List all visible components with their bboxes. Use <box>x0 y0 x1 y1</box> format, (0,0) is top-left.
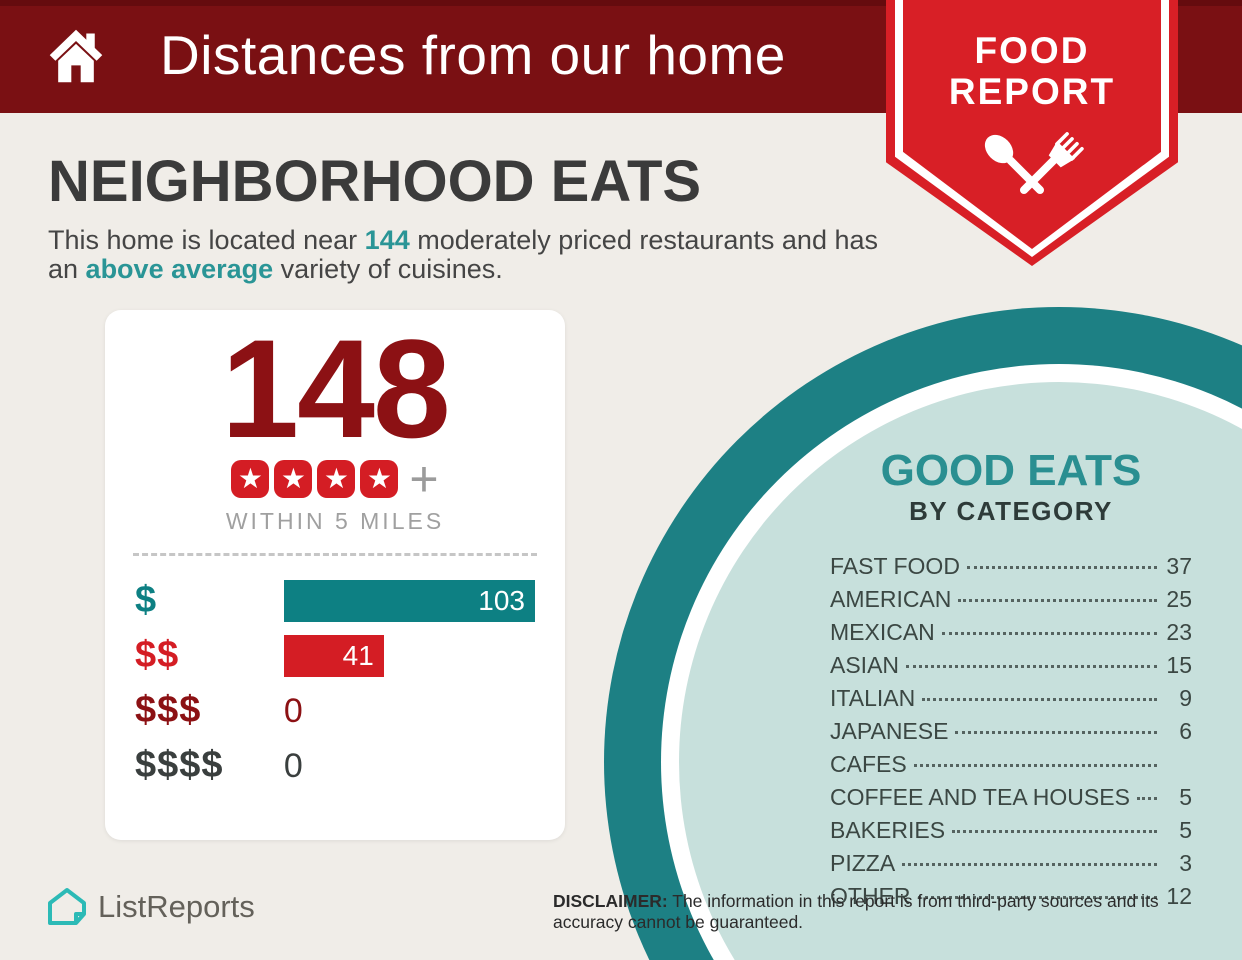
restaurant-count: 144 <box>364 225 410 255</box>
category-row: ASIAN 15 <box>830 652 1192 685</box>
total-restaurants-value: 148 <box>221 310 451 467</box>
bar-fill: 103 <box>283 579 535 622</box>
price-level-row: $$$$ 0 <box>135 738 535 793</box>
home-icon <box>49 29 103 83</box>
badge-line-food: FOOD <box>974 30 1090 71</box>
dotted-leader <box>955 731 1157 734</box>
dotted-leader <box>941 632 1157 635</box>
bar-value: 103 <box>478 584 525 616</box>
category-value: 12 <box>1166 883 1192 909</box>
good-eats-panel: GOOD EATS BY CATEGORY FAST FOOD 37 AMERICA… <box>830 448 1192 916</box>
bar-value: 41 <box>342 639 374 671</box>
price-level-label: $$$$ <box>135 744 224 786</box>
category-label: AMERICAN <box>830 586 952 612</box>
bar-value: 0 <box>283 691 303 730</box>
price-level-label: $ <box>135 579 158 621</box>
category-value: 25 <box>1166 586 1192 612</box>
dotted-leader <box>917 896 1157 899</box>
category-value: 15 <box>1166 652 1192 678</box>
bar-track: 0 <box>284 690 535 732</box>
category-row: BAKERIES 5 <box>830 817 1192 850</box>
category-value: 5 <box>1179 784 1192 810</box>
disclaimer-label: DISCLAIMER: <box>553 891 668 911</box>
category-label: PIZZA <box>830 850 896 876</box>
badge-line-report: REPORT <box>948 71 1116 112</box>
category-list: FAST FOOD 37 AMERICAN 25 MEXICAN 23 ASIAN 15 ITA… <box>830 553 1192 916</box>
price-level-label: $$ <box>135 634 180 676</box>
dotted-leader <box>906 665 1157 668</box>
variety-highlight: above average <box>85 254 274 284</box>
bar-track: 0 <box>284 745 535 787</box>
dotted-leader <box>902 863 1157 866</box>
price-level-row: $$ 41 <box>135 628 535 683</box>
category-label: ITALIAN <box>830 685 916 711</box>
good-eats-subtitle: BY CATEGORY <box>909 496 1113 526</box>
category-label: COFFEE AND TEA HOUSES <box>830 784 1130 810</box>
price-level-label: $$$ <box>135 689 202 731</box>
category-value: 3 <box>1179 850 1192 876</box>
category-label: CAFES <box>830 751 907 777</box>
price-level-row: $$$ 0 <box>135 683 535 738</box>
bar-track: 41 <box>283 634 535 677</box>
category-label: JAPANESE <box>830 718 949 744</box>
dotted-leader <box>952 830 1157 833</box>
category-label: OTHER <box>830 883 911 909</box>
price-level-row: $103 <box>135 573 535 628</box>
listreports-house-icon <box>48 888 86 925</box>
star-icon: ★ <box>317 460 356 498</box>
dotted-leader <box>958 599 1157 602</box>
good-eats-title: GOOD EATS <box>880 446 1142 495</box>
dotted-leader <box>922 698 1157 701</box>
category-value: 9 <box>1179 685 1192 711</box>
food-report-badge: FOOD REPORT <box>886 0 1178 266</box>
category-row: OTHER 12 <box>830 883 1192 916</box>
section-title: NEIGHBORHOOD EATS <box>48 149 702 214</box>
restaurant-stats-card: 148 ★ ★ ★ ★ + WITHIN 5 MILES $103 $$ 41 $$$ 0 $$… <box>105 310 565 840</box>
category-row: CAFES <box>830 751 1192 784</box>
dashed-divider <box>133 553 537 556</box>
category-label: MEXICAN <box>830 619 935 645</box>
bar-value: 0 <box>283 746 303 785</box>
star-icon: ★ <box>274 460 313 498</box>
within-miles-label: WITHIN 5 MILES <box>225 508 445 534</box>
category-value: 37 <box>1166 553 1192 579</box>
category-row: PIZZA 3 <box>830 850 1192 883</box>
category-value: 23 <box>1166 619 1192 645</box>
star-icon: ★ <box>360 460 399 498</box>
category-row: MEXICAN 23 <box>830 619 1192 652</box>
category-row: FAST FOOD 37 <box>830 553 1192 586</box>
intro-part2: moderately priced restaurants and has an <box>48 225 878 284</box>
bar-track: 103 <box>283 579 535 622</box>
intro-part1: This home is located near <box>48 225 365 255</box>
listreports-logo: ListReports <box>46 886 255 928</box>
price-level-chart: $103 $$ 41 $$$ 0 $$$$ 0 <box>105 573 565 793</box>
page-title: Distances from our home <box>160 24 786 86</box>
category-label: BAKERIES <box>830 817 946 843</box>
dotted-leader <box>966 566 1157 569</box>
category-value: 6 <box>1179 718 1192 744</box>
bar-fill: 41 <box>283 634 384 677</box>
disclaimer-body: The information in this report is from t… <box>553 891 1159 932</box>
category-row: AMERICAN 25 <box>830 586 1192 619</box>
dotted-leader <box>1136 797 1157 800</box>
plus-icon: + <box>409 451 439 507</box>
spoon-fork-icon <box>984 132 1084 195</box>
intro-text: This home is located near 144 moderately… <box>48 226 878 284</box>
disclaimer-text: DISCLAIMER: The information in this repo… <box>553 891 1201 933</box>
category-value: 5 <box>1179 817 1192 843</box>
star-icon: ★ <box>231 460 270 498</box>
brand-name: ListReports <box>98 889 255 924</box>
rating-row: ★ ★ ★ ★ + <box>105 451 565 507</box>
dotted-leader <box>913 764 1157 767</box>
intro-part3: variety of cuisines. <box>273 254 503 284</box>
category-row: JAPANESE 6 <box>830 718 1192 751</box>
category-label: ASIAN <box>830 652 900 678</box>
category-row: COFFEE AND TEA HOUSES 5 <box>830 784 1192 817</box>
category-label: FAST FOOD <box>830 553 960 579</box>
category-row: ITALIAN 9 <box>830 685 1192 718</box>
